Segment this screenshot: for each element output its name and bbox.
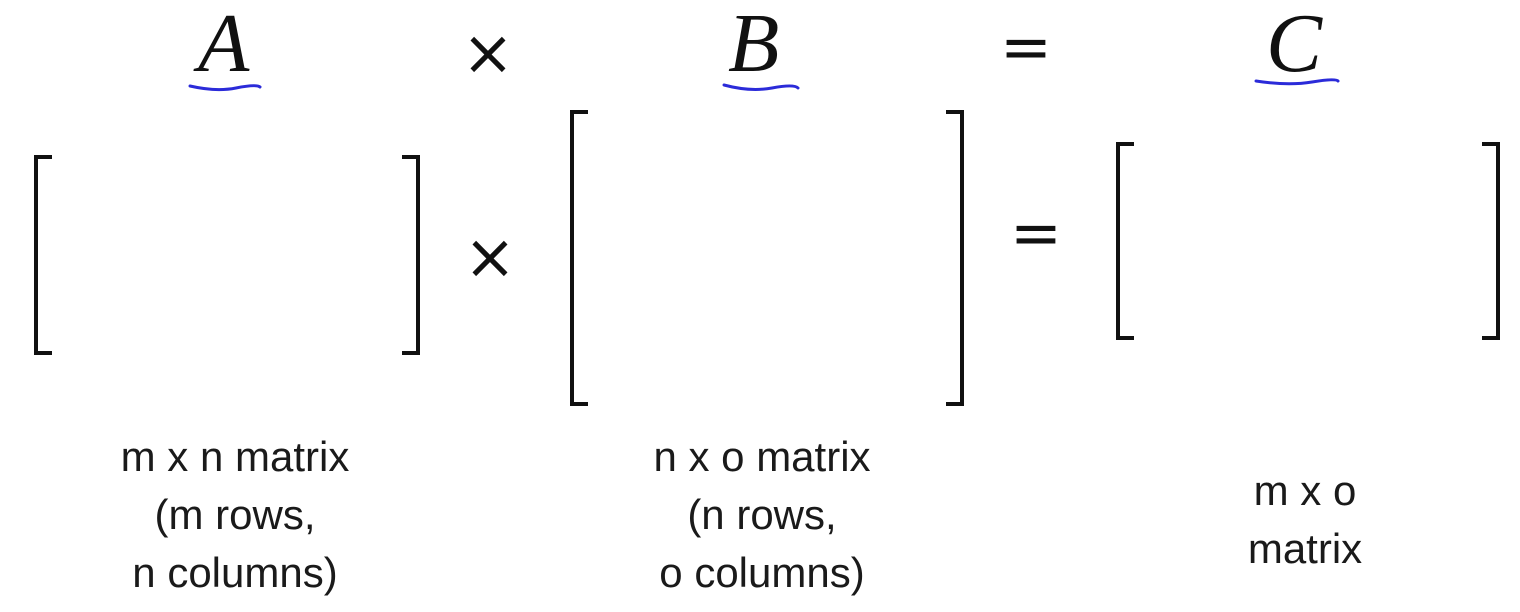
matrix-b-symbol: B [728, 0, 780, 90]
matrix-b-caption-line-1: n x o matrix [653, 433, 871, 480]
matrix-c-caption-line-1: m x o [1253, 467, 1357, 514]
middle-times-symbol: × [464, 220, 516, 293]
matrix-b-left-bracket [570, 110, 588, 406]
matrix-b-caption-line-3: o columns) [659, 549, 865, 596]
top-equals-symbol: = [1000, 10, 1052, 83]
matrix-b-right-bracket [946, 110, 964, 406]
matrix-a-caption-line-3: n columns) [132, 549, 338, 596]
matrix-a-underline [188, 84, 262, 92]
matrix-b-underline [722, 83, 800, 91]
matrix-c-caption: m x o matrix [1180, 462, 1430, 578]
matrix-a-right-bracket [402, 155, 420, 355]
middle-equals-symbol: = [1010, 196, 1062, 269]
matrix-b-caption: n x o matrix (n rows, o columns) [612, 428, 912, 602]
matrix-a-caption: m x n matrix (m rows, n columns) [85, 428, 385, 602]
matrix-c-left-bracket [1116, 142, 1134, 340]
matrix-a-caption-line-2: (m rows, [154, 491, 316, 538]
matrix-c-symbol: C [1266, 0, 1323, 90]
matrix-c-underline [1254, 78, 1340, 86]
top-times-symbol: × [462, 16, 514, 89]
matrix-a-left-bracket [34, 155, 52, 355]
matrix-a-caption-line-1: m x n matrix [120, 433, 350, 480]
matrix-b-caption-line-2: (n rows, [687, 491, 837, 538]
matrix-a-symbol: A [198, 0, 250, 90]
matrix-c-right-bracket [1482, 142, 1500, 340]
matrix-c-caption-line-2: matrix [1247, 525, 1363, 572]
